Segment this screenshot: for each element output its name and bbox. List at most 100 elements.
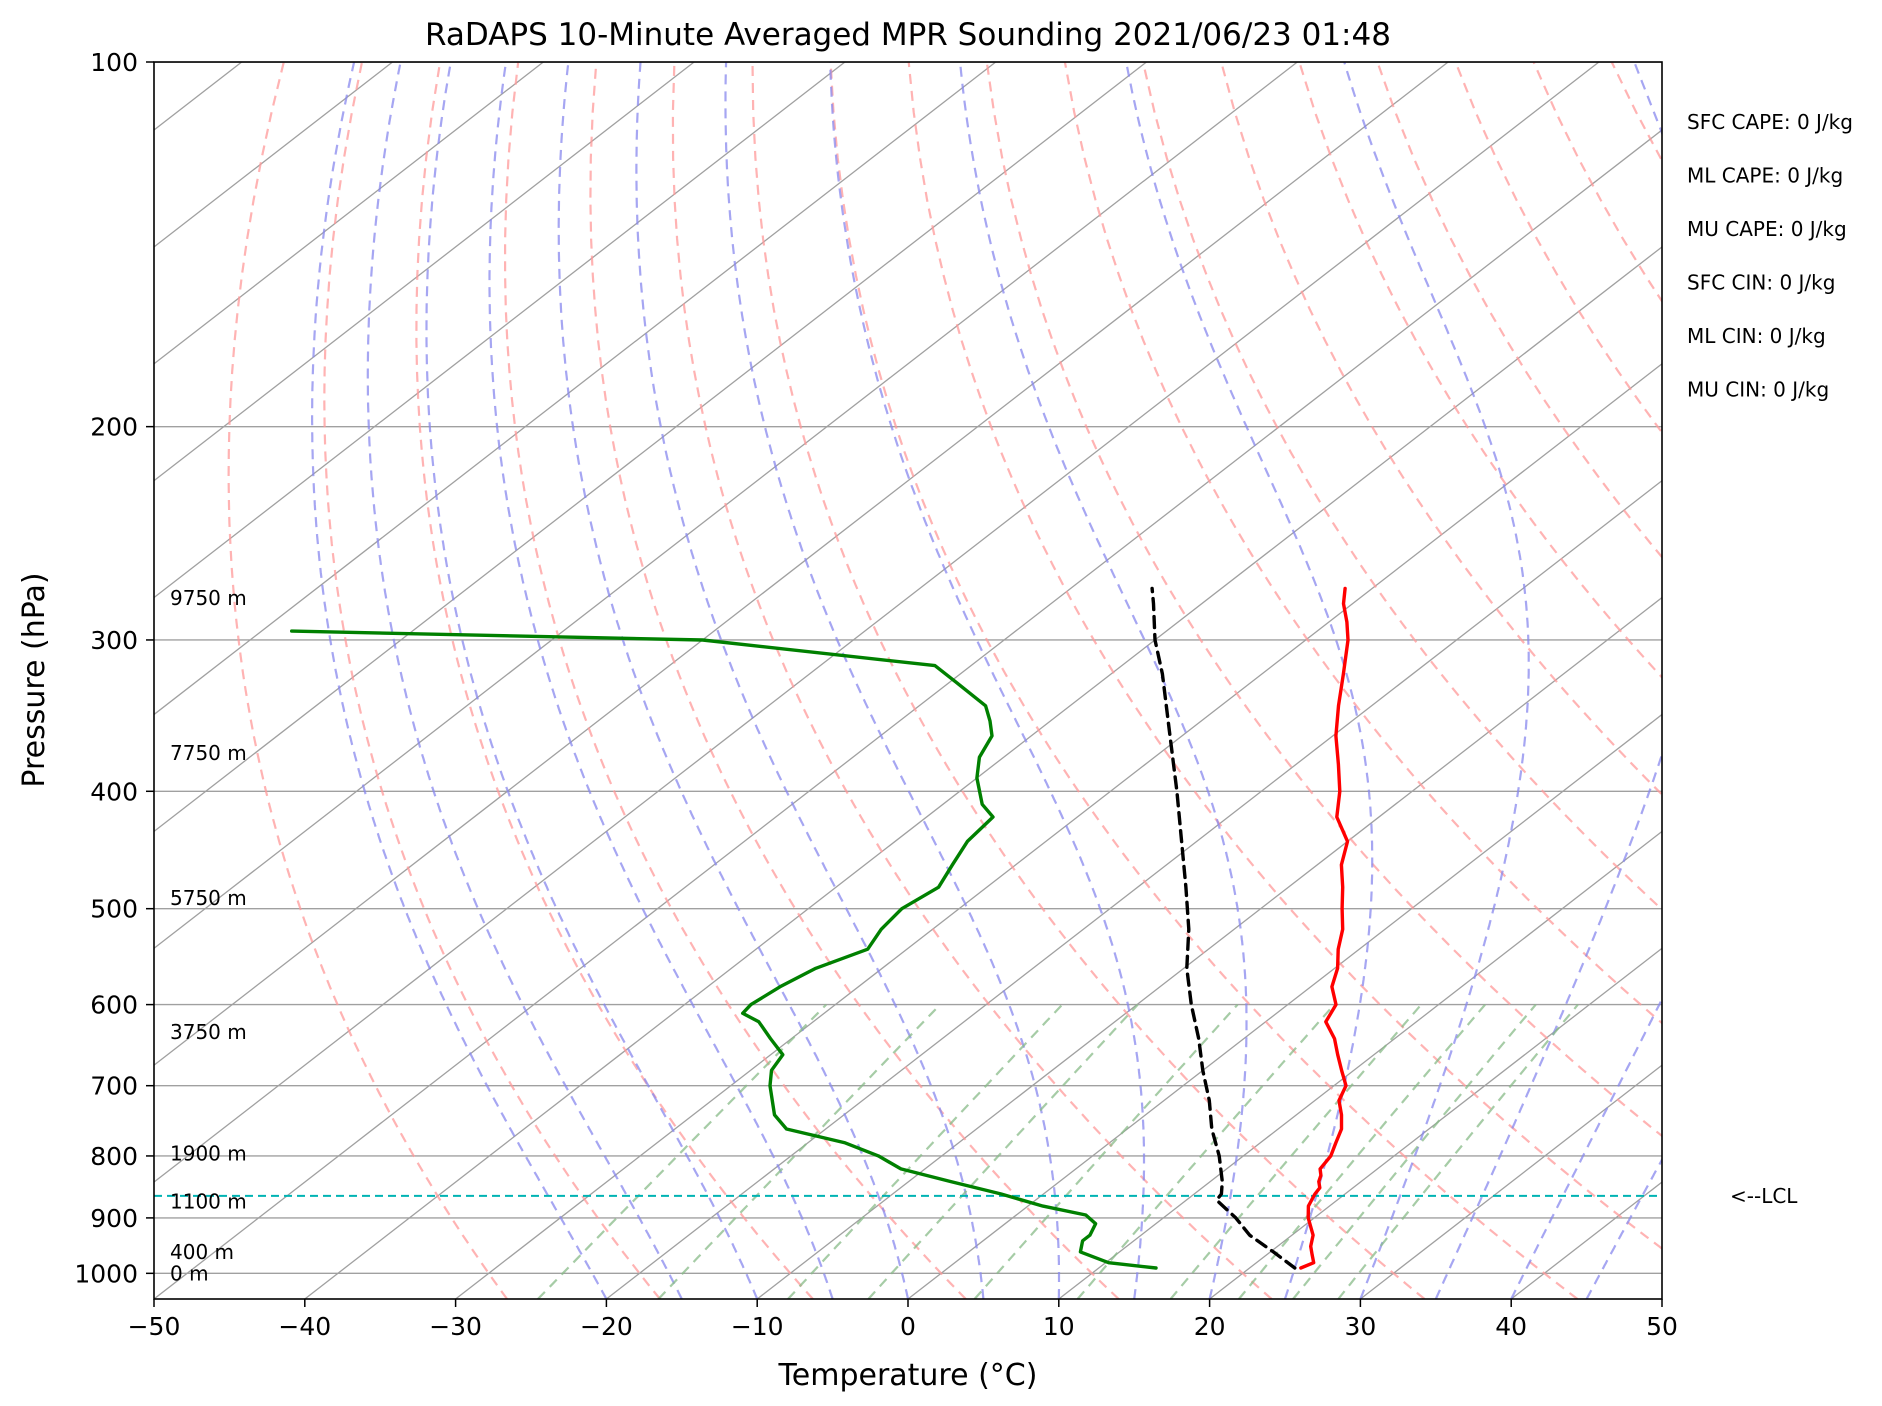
x-tick-label: 10 [1043,1312,1075,1341]
x-tick-label: −10 [731,1312,784,1341]
stability-index-label: ML CAPE: 0 J/kg [1687,164,1843,188]
background-lines [154,62,1882,1299]
dry-adiabat-line [227,62,508,1299]
dry-adiabat-line [829,62,1579,1299]
dry-adiabat-line [1846,62,1882,1299]
moist-adiabat-line [724,62,1061,1299]
mixing-ratio-line [1076,1003,1336,1299]
dry-adiabat-line [1454,62,1662,435]
stability-index-label: MU CAPE: 0 J/kg [1687,217,1847,241]
dry-adiabat-line [1376,62,1662,559]
height-label: 1100 m [170,1189,247,1213]
dry-adiabat-line [751,62,1426,1299]
isotherm-line [154,62,1298,950]
moist-adiabat-line [1510,996,1662,1299]
x-tick-label: −30 [429,1312,482,1341]
parcel-path-line [1150,586,1297,1270]
isotherm-line [1360,1064,1662,1299]
x-tick-label: 50 [1646,1312,1678,1341]
moist-adiabat-line [557,62,910,1299]
dewpoint-profile-line [290,629,1158,1270]
dry-adiabat-line [1690,62,1882,1299]
moist-adiabat-line [425,62,759,1299]
temperature-profile-line [1299,586,1350,1270]
height-label: 9750 m [170,586,247,610]
isotherm-line [304,246,1662,1299]
y-tick-label: 500 [90,895,138,924]
height-label: 7750 m [170,741,247,765]
y-tick-label: 400 [90,777,138,806]
dry-adiabat-line [985,62,1662,1138]
moist-adiabat-line [1813,62,1882,1299]
dry-adiabat-line [504,62,967,1299]
isotherm-line [455,362,1662,1299]
x-tick-label: 0 [900,1312,916,1341]
isotherm-line [154,62,997,716]
x-tick-label: −20 [580,1312,633,1341]
dry-adiabat-line [907,62,1662,1250]
isotherm-line [154,62,393,248]
y-tick-label: 700 [90,1072,138,1101]
y-tick-label: 200 [90,413,138,442]
height-label: 0 m [170,1261,209,1285]
dry-adiabat-line [671,62,1273,1299]
stability-index-label: MU CIN: 0 J/kg [1687,378,1829,402]
moist-adiabat-line [488,62,834,1299]
y-tick-label: 900 [90,1204,138,1233]
labels-group: <--LCL 9750 m 7750 m 5750 m 3750 m 1900 m 1100… [170,110,1853,1285]
stability-index-label: SFC CIN: 0 J/kg [1687,271,1835,295]
isotherm-line [1058,830,1662,1299]
moist-adiabat-line [1661,1296,1662,1299]
isotherm-line [756,596,1662,1299]
isotherm-line [1209,947,1662,1299]
isotherm-line [606,479,1662,1299]
series-group [290,586,1350,1270]
dry-adiabat-line [1768,62,1882,1299]
stability-index-label: ML CIN: 0 J/kg [1687,324,1826,348]
mixing-ratio-line [787,1003,1064,1299]
mixing-ratio-line [657,1003,941,1299]
dry-adiabat-line [1220,62,1662,797]
lcl-label: <--LCL [1730,1184,1798,1208]
moist-adiabat-line [1585,1157,1662,1299]
dry-adiabat-line [589,62,1120,1299]
dry-adiabat-line [1298,62,1662,679]
y-tick-label: 300 [90,626,138,655]
isotherm-line [1510,1181,1662,1299]
dry-adiabat-line [1063,62,1662,1025]
y-tick-label: 100 [90,48,138,77]
mixing-ratio-line [1337,1003,1579,1299]
moist-adiabat-line [829,62,1146,1299]
moist-adiabat-line [1737,62,1882,1299]
moist-adiabat-line [635,62,985,1299]
y-axis-label: Pressure (hPa) [17,572,52,787]
height-label: 400 m [170,1240,234,1264]
isotherm-line [154,62,1449,1067]
x-tick-label: 40 [1495,1312,1527,1341]
moist-adiabat-line [1434,62,1662,1299]
y-tick-label: 1000 [74,1259,138,1288]
mixing-ratio-line [973,1003,1239,1299]
moist-adiabat-line [311,62,608,1299]
stability-index-label: SFC CAPE: 0 J/kg [1687,110,1853,134]
moist-adiabat-line [1343,62,1530,1299]
x-tick-label: 20 [1194,1312,1226,1341]
isotherm-line [1661,1298,1662,1299]
height-label: 3750 m [170,1020,247,1044]
x-tick-label: 30 [1344,1312,1376,1341]
x-axis-label: Temperature (°C) [778,1358,1038,1393]
y-tick-label: 800 [90,1142,138,1171]
isotherm-line [154,62,1147,833]
dry-adiabat-line [323,62,661,1299]
moist-adiabat-line [366,62,683,1299]
chart-title: RaDAPS 10-Minute Averaged MPR Sounding 2… [425,17,1391,53]
height-label: 1900 m [170,1141,247,1165]
isotherm-line [154,62,695,482]
moist-adiabat-line [959,62,1248,1299]
mixing-ratio-line [1292,1003,1537,1299]
moist-adiabat-line [1125,62,1374,1299]
x-tick-label: −50 [128,1312,181,1341]
isotherm-line [907,713,1662,1299]
